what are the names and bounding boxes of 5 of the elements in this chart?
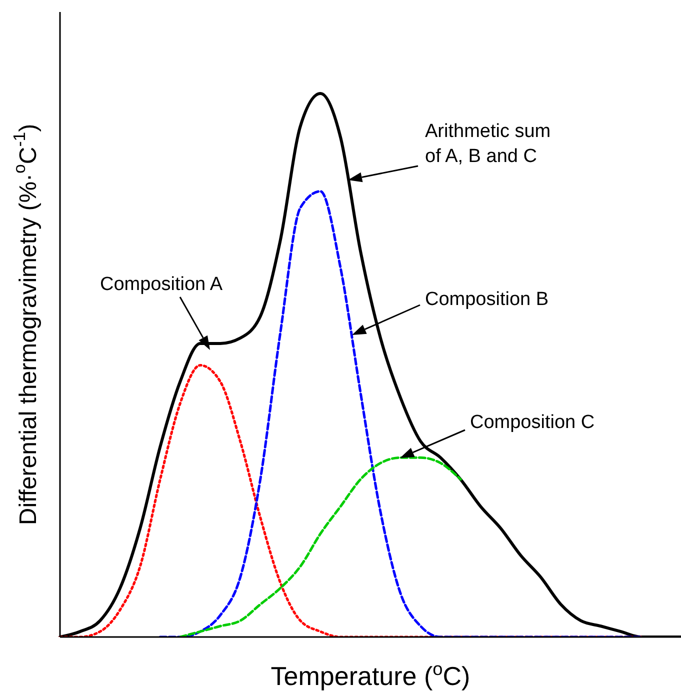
annotation: Arithmetic sum of A, B and C: [425, 121, 551, 167]
annotation: Composition C: [470, 412, 595, 433]
annotation: Composition A: [100, 274, 223, 295]
annotation: Composition B: [425, 289, 549, 310]
x-axis-title: Temperature ($^{o}$C): [270, 659, 470, 691]
